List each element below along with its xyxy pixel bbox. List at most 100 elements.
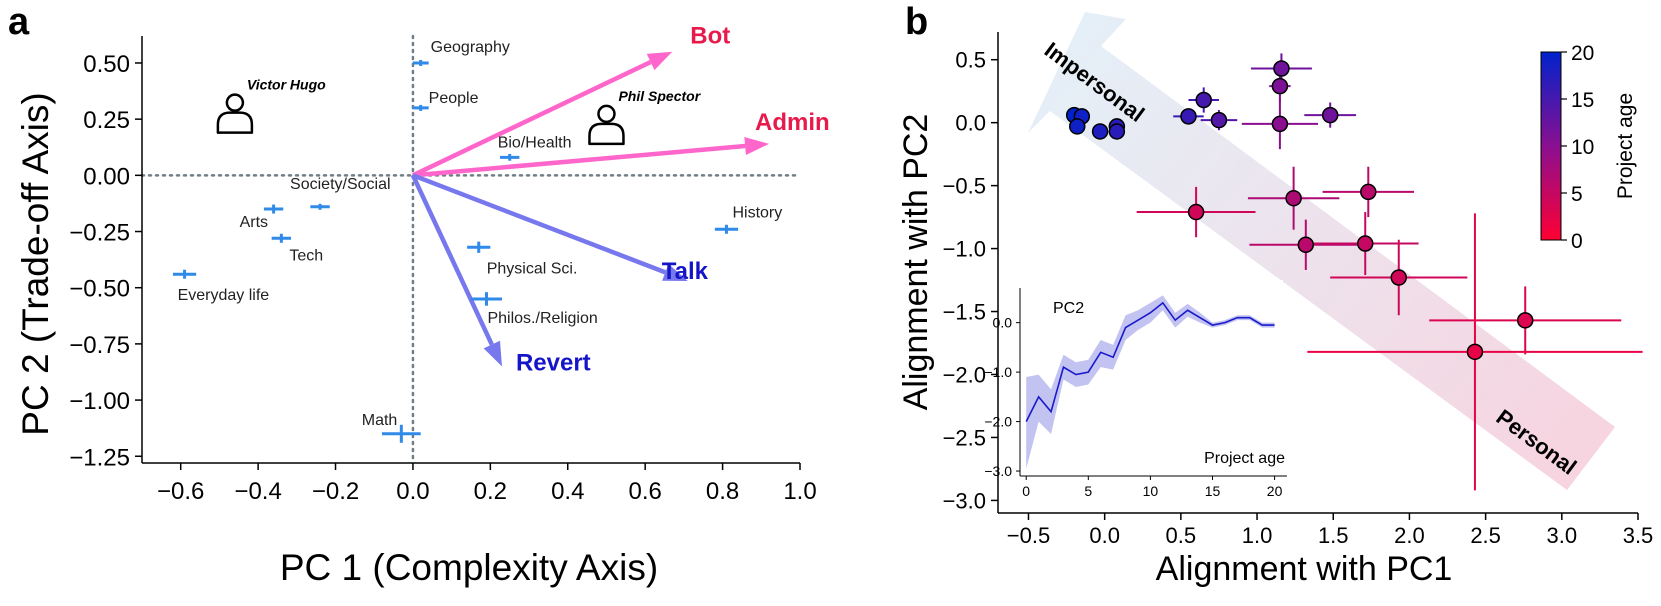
colorbar-label: Project age [1614, 93, 1637, 199]
inset-confidence-band [1026, 295, 1275, 469]
arrow-shaft [410, 174, 494, 346]
y-tick-label: −2.5 [943, 425, 986, 450]
arrow-head [483, 340, 502, 367]
arrow-label: Talk [662, 258, 709, 285]
trend-band [1028, 12, 1615, 490]
inset-series-line [1025, 301, 1275, 422]
topic-label: Geography [431, 39, 510, 56]
data-point [1108, 123, 1126, 140]
arrow-label: Admin [755, 109, 830, 136]
y-tick-label: −1.00 [69, 388, 130, 415]
data-point [1516, 312, 1534, 329]
data-point [1195, 91, 1212, 109]
x-tick-label: 0.2 [474, 478, 507, 505]
colorbar-tick-label: 10 [1571, 136, 1594, 159]
data-point [1091, 123, 1109, 140]
x-tick-label: 0.8 [706, 478, 739, 505]
data-point [1285, 189, 1302, 207]
panel-a-persons: Victor Hugo Phil Spector [216, 77, 702, 146]
colorbar-tick-label: 15 [1571, 89, 1594, 112]
panel-a-xlabel: PC 1 (Complexity Axis) [280, 547, 658, 588]
x-tick-label: −0.6 [157, 478, 204, 505]
panel-b-points [1065, 53, 1643, 491]
x-tick-label: 0.5 [1166, 523, 1197, 548]
arrow-label: Bot [690, 23, 730, 50]
y-tick-label: 0.5 [955, 48, 986, 73]
inset-y-tick-label: 0.0 [993, 315, 1013, 331]
topic-label: History [732, 204, 782, 221]
panel-a-letter: a [8, 1, 30, 43]
person-icon-head [597, 104, 616, 124]
inset-xticks: 0 5 10 15 20 [1022, 476, 1283, 499]
x-tick-label: 3.5 [1623, 523, 1654, 548]
topic-label: Tech [289, 247, 323, 264]
panel-b-yticks: 0.5 0.0 −0.5 −1.0 −1.5 −2.0 −2.5 −3.0 [943, 48, 998, 513]
arrow-head [744, 137, 770, 155]
y-tick-label: −3.0 [943, 488, 986, 513]
colorbar-tick-label: 5 [1571, 183, 1583, 206]
data-point [1321, 106, 1339, 124]
person-icon-body [216, 111, 254, 134]
panel-b: b Impersonal Personal −0.5 0.0 0.5 1.0 1.5 2.… [897, 1, 1653, 588]
arrow-shaft [411, 60, 652, 178]
data-point [1271, 115, 1289, 133]
data-point [1356, 235, 1374, 252]
inset-ylabel: PC2 [1053, 300, 1084, 317]
inset: 0 5 10 15 20 0.0 −1.0 −2.0 −3.0 PC2 Project age [984, 280, 1287, 499]
inset-yticks: 0.0 −1.0 −2.0 −3.0 [984, 315, 1020, 479]
y-tick-label: −1.5 [943, 300, 986, 325]
data-point [1187, 203, 1205, 221]
topic-label: Physical Sci. [487, 260, 578, 277]
arrow-shaft [412, 143, 746, 178]
panel-a-ylabel: PC 2 (Trade-off Axis) [15, 92, 56, 435]
data-point [1180, 108, 1197, 125]
arrow-label: Revert [516, 349, 591, 376]
arrow-head [662, 263, 688, 281]
data-point [1271, 77, 1289, 95]
y-tick-label: −0.50 [69, 276, 130, 303]
inset-xlabel: Project age [1204, 450, 1285, 467]
data-point [1466, 343, 1484, 361]
x-tick-label: 0.4 [551, 478, 584, 505]
x-tick-label: 0.0 [396, 478, 429, 505]
x-tick-label: −0.4 [234, 478, 281, 505]
x-tick-label: 0.0 [1089, 523, 1120, 548]
y-tick-label: −2.0 [943, 362, 986, 387]
x-tick-label: 1.0 [1242, 523, 1273, 548]
x-tick-label: −0.2 [312, 478, 359, 505]
topic-label: Arts [240, 214, 268, 231]
inset-x-tick-label: 0 [1022, 483, 1030, 499]
panel-a-arrows: Bot Admin Talk Revert [410, 23, 830, 376]
panel-a: a −0.6 −0.4 −0.2 0.0 0.2 0.4 0.6 0.8 1.0 0.50 0.2… [8, 1, 830, 588]
x-tick-label: 1.0 [783, 478, 816, 505]
topic-label: Society/Social [290, 176, 391, 193]
topic-label: Everyday life [178, 287, 270, 304]
y-tick-label: −0.5 [943, 174, 986, 199]
panel-a-xticks: −0.6 −0.4 −0.2 0.0 0.2 0.4 0.6 0.8 1.0 [157, 463, 817, 505]
person-icon [588, 104, 625, 146]
data-point [1360, 183, 1377, 201]
inset-y-tick-label: −3.0 [984, 463, 1012, 479]
y-tick-label: −1.0 [943, 237, 986, 262]
panel-a-axes [141, 36, 800, 464]
y-tick-label: 0.50 [83, 51, 130, 78]
x-tick-label: 1.5 [1318, 523, 1349, 548]
topic-label: Philos./Religion [487, 310, 597, 327]
arrow-shaft [412, 173, 667, 275]
data-point [1068, 118, 1086, 135]
colorbar-ticks: 0 5 10 15 20 [1561, 42, 1594, 253]
y-tick-label: 0.00 [83, 163, 130, 190]
x-tick-label: 0.6 [628, 478, 661, 505]
inset-y-tick-label: −2.0 [984, 414, 1012, 430]
colorbar-tick-label: 0 [1571, 230, 1583, 253]
inset-y-tick-label: −1.0 [984, 364, 1012, 380]
person-label: Phil Spector [618, 88, 701, 104]
x-tick-label: 2.5 [1470, 523, 1501, 548]
colorbar: 0 5 10 15 20 Project age [1540, 42, 1637, 253]
data-point [1210, 111, 1228, 129]
y-tick-label: 0.0 [955, 111, 986, 136]
inset-x-tick-label: 10 [1143, 483, 1159, 499]
colorbar-gradient [1540, 51, 1562, 241]
arrow-head [646, 51, 673, 71]
